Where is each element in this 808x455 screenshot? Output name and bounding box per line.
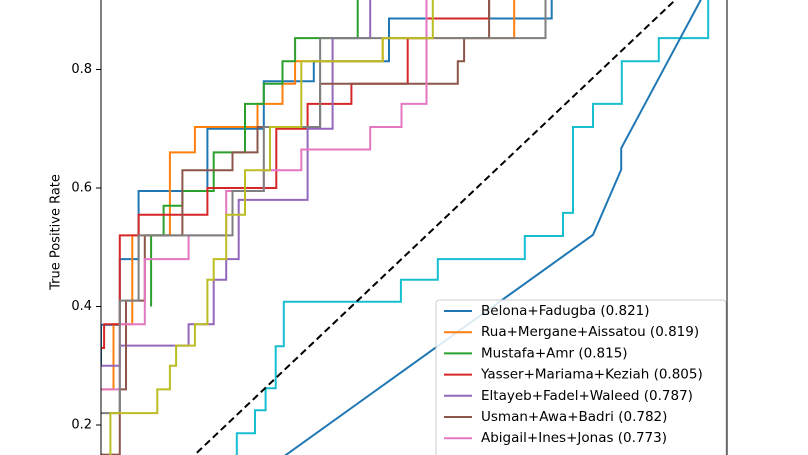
y-tick-label: 0.6: [71, 181, 92, 196]
legend-label: Yasser+Mariama+Keziah (0.805): [480, 367, 703, 383]
roc-curve: [235, 0, 710, 455]
roc-curve: [109, 0, 434, 455]
roc-curve: [150, 0, 359, 307]
y-tick-label: 0.4: [71, 299, 92, 314]
y-axis-label: True Positive Rate: [49, 174, 64, 291]
roc-curve: [101, 0, 547, 415]
legend-box: [435, 299, 727, 455]
y-tick-label: 0.2: [71, 418, 92, 433]
reference-line: [193, 0, 677, 455]
legend-label: Usman+Awa+Badri (0.782): [481, 409, 667, 425]
y-tick-label: 0.8: [71, 62, 92, 77]
legend-label: Eltayeb+Fadel+Waleed (0.787): [481, 388, 693, 404]
legend-label: Belona+Fadugba (0.821): [481, 303, 650, 319]
legend-label: Rua+Mergane+Aissatou (0.819): [481, 324, 699, 340]
legend: Belona+Fadugba (0.821) Rua+Mergane+Aissat…: [435, 299, 727, 455]
legend-label: Mustafa+Amr (0.815): [481, 345, 628, 361]
roc-curve: [101, 0, 428, 391]
roc-curve: [101, 0, 491, 455]
roc-curve: [101, 0, 372, 367]
legend-label: Abigail+Ines+Jonas (0.773): [481, 430, 667, 446]
